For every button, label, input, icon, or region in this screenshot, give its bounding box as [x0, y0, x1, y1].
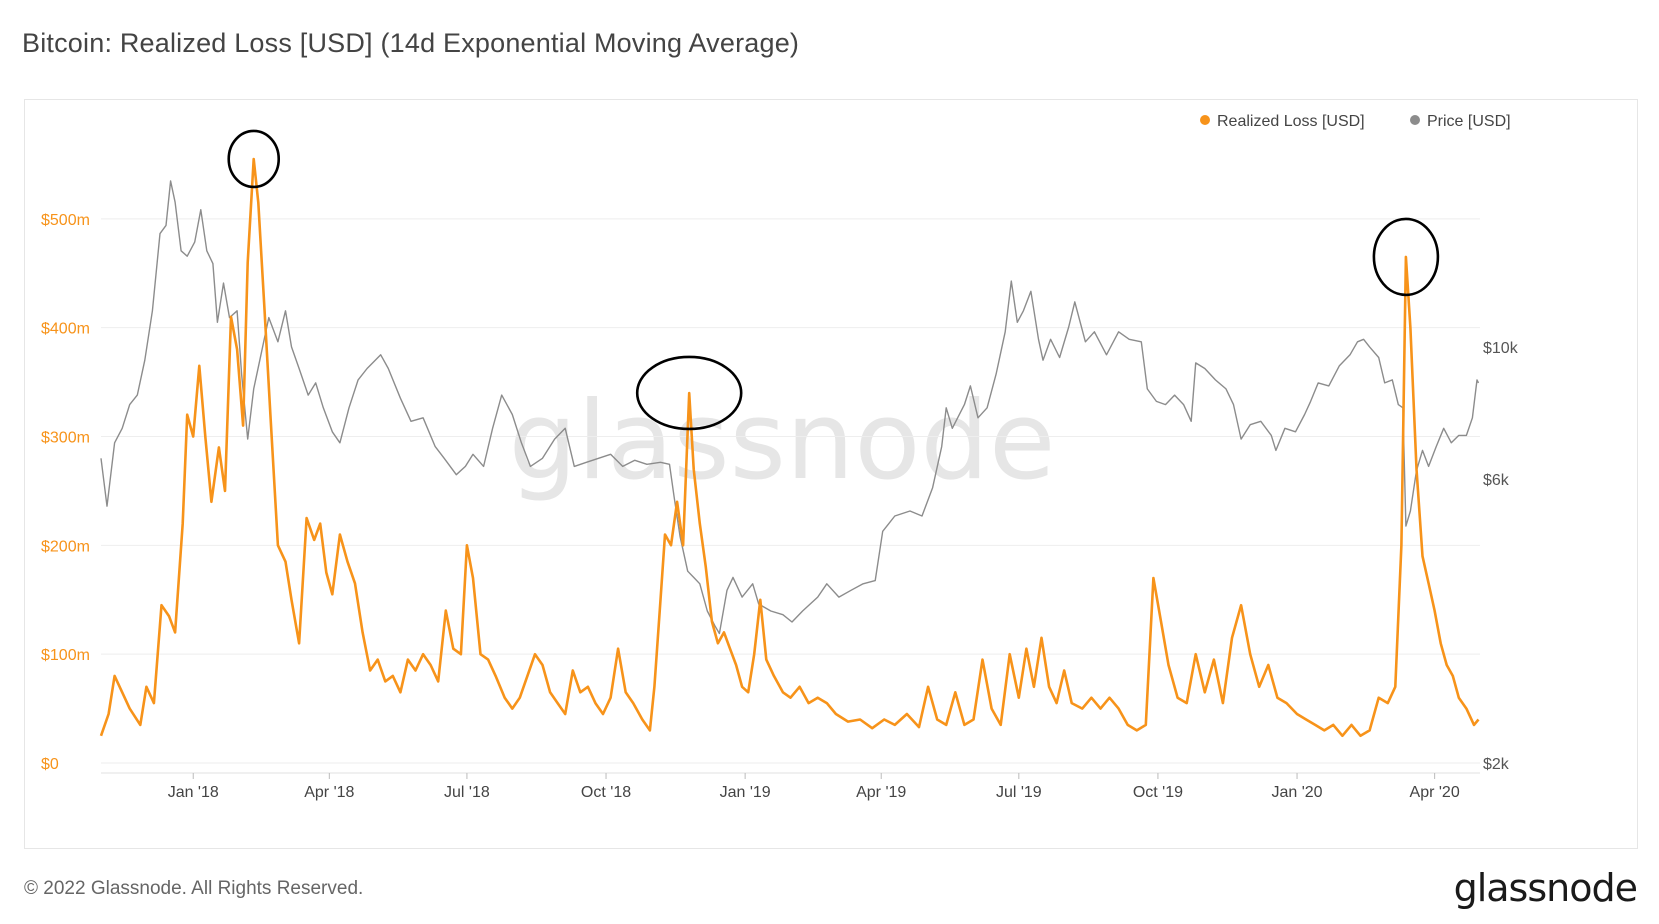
annotation-circles: [227, 129, 1440, 431]
left-tick-label: $100m: [41, 647, 90, 664]
right-tick-label: $2k: [1483, 756, 1510, 773]
grid-lines: [101, 218, 1480, 774]
x-tick-label: Jul '18: [444, 784, 490, 801]
left-tick-label: $300m: [41, 430, 90, 447]
x-tick-label: Oct '19: [1133, 784, 1183, 801]
chart-title: Bitcoin: Realized Loss [USD] (14d Expone…: [22, 28, 800, 58]
left-tick-label: $200m: [41, 538, 90, 555]
annotation-circle: [1372, 217, 1440, 297]
realized-loss-line: [99, 157, 1480, 738]
price-line: [100, 180, 1480, 635]
x-tick-label: Jul '19: [996, 784, 1042, 801]
watermark: glassnode: [509, 379, 1056, 504]
x-axis: Jan '18 Apr '18 Jul '18 Oct '18 Jan '19 Apr '…: [168, 773, 1460, 801]
right-tick-label: $10k: [1483, 340, 1519, 357]
glassnode-logo[interactable]: glassnode: [1453, 866, 1638, 910]
legend-label: Price [USD]: [1427, 113, 1511, 130]
legend[interactable]: Realized Loss [USD] Price [USD]: [1200, 113, 1511, 130]
left-tick-label: $0: [41, 756, 59, 773]
legend-label: Realized Loss [USD]: [1217, 113, 1365, 130]
price-series: [100, 180, 1480, 635]
left-tick-label: $400m: [41, 321, 90, 338]
chart-svg: glassnode $0 $100m $200m $300m $400m $500m $2…: [41, 113, 1519, 801]
realized-loss-series: [99, 157, 1480, 738]
legend-marker: [1410, 115, 1420, 125]
right-tick-label: $6k: [1483, 472, 1510, 489]
right-axis: $2k $6k $10k: [1483, 340, 1519, 773]
x-tick-label: Apr '19: [856, 784, 906, 801]
annotation-circle: [635, 355, 743, 431]
annotation-circle: [227, 129, 281, 189]
x-tick-label: Apr '20: [1410, 784, 1460, 801]
x-tick-label: Apr '18: [304, 784, 354, 801]
x-tick-label: Jan '18: [168, 784, 219, 801]
legend-marker: [1200, 115, 1210, 125]
left-tick-label: $500m: [41, 212, 90, 229]
x-tick-label: Oct '18: [581, 784, 631, 801]
x-tick-label: Jan '20: [1271, 784, 1322, 801]
left-axis: $0 $100m $200m $300m $400m $500m: [41, 212, 90, 773]
chart-panel: glassnode $0 $100m $200m $300m $400m $500m $2…: [24, 99, 1638, 849]
copyright-text: © 2022 Glassnode. All Rights Reserved.: [24, 878, 364, 899]
x-tick-label: Jan '19: [720, 784, 771, 801]
